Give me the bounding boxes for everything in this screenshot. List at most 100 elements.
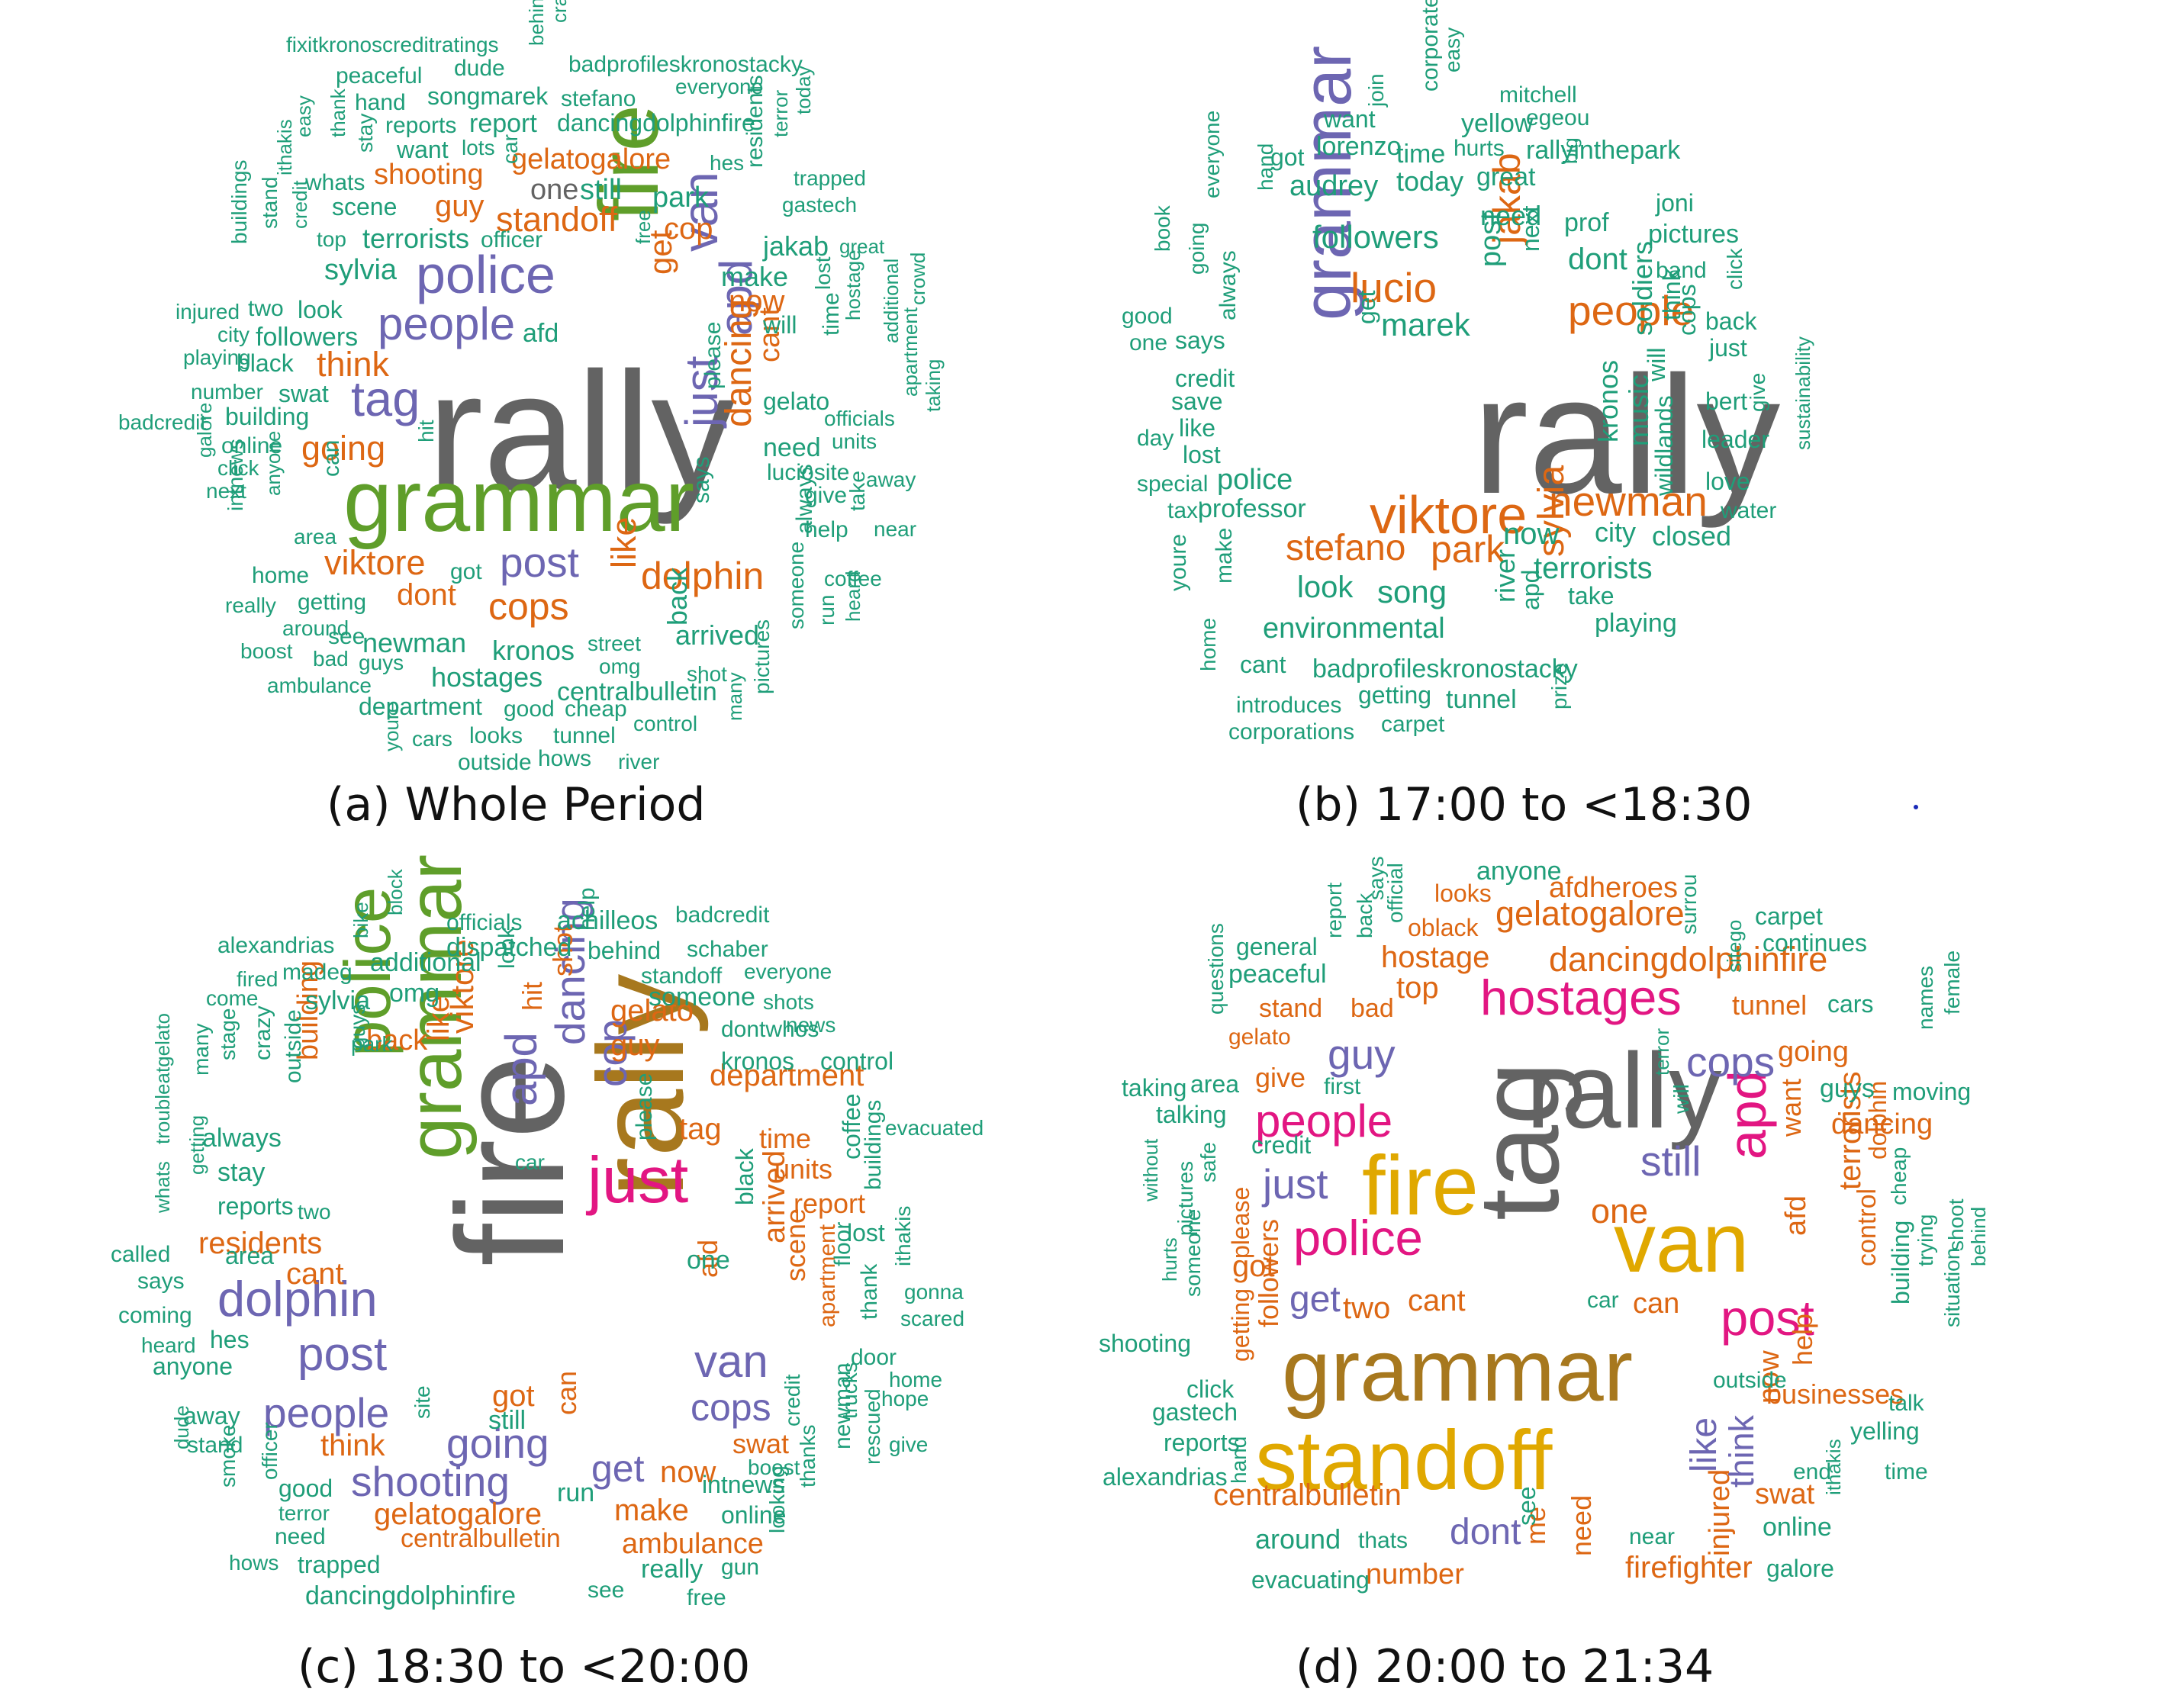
cloud-word: dancingdolphinfire: [557, 109, 755, 137]
cloud-word: newman: [362, 627, 467, 658]
cloud-word: sitego: [1723, 919, 1746, 973]
cloud-word: think: [317, 345, 390, 384]
cloud-word: two: [1343, 1291, 1391, 1325]
cloud-word: park: [1431, 528, 1505, 571]
cloud-word: joni: [1656, 189, 1694, 217]
cloud-word: people: [1255, 1095, 1393, 1147]
cloud-word: jakab: [763, 230, 829, 262]
cloud-word: got: [1270, 143, 1305, 171]
cloud-word: hope: [881, 1387, 929, 1410]
cloud-word: police: [416, 245, 555, 304]
cloud-word: standoff: [641, 963, 723, 989]
cloud-word: yellow: [1461, 109, 1534, 138]
word-cloud: rally tag grammar standoff fire van hostages pe…: [1091, 854, 2157, 1640]
cloud-word: always: [1215, 250, 1241, 320]
cloud-word: yelling: [1850, 1417, 1920, 1445]
cloud-word: back: [366, 1024, 428, 1057]
cloud-word: going: [446, 1420, 549, 1467]
cloud-word: environmental: [1263, 613, 1445, 645]
cloud-word: says: [1175, 326, 1225, 354]
cloud-word: dancing: [1831, 1108, 1933, 1140]
cloud-word: alexandrias: [1103, 1463, 1228, 1491]
cloud-word: see: [588, 1578, 625, 1603]
cloud-word: door: [851, 1345, 897, 1370]
cloud-word: taking: [922, 359, 945, 412]
cloud-word: hand: [1227, 1436, 1251, 1484]
cloud-word: number: [1366, 1558, 1464, 1591]
cloud-word: city: [217, 323, 250, 346]
cloud-word: area: [1190, 1070, 1240, 1098]
cloud-word: ithakis: [891, 1205, 915, 1266]
cloud-word: additional: [370, 948, 481, 977]
cloud-word: says: [137, 1269, 185, 1294]
cloud-word: says: [689, 456, 714, 503]
cloud-word: special: [1137, 471, 1209, 497]
cloud-word: like: [1684, 1417, 1724, 1472]
cloud-word: save: [1171, 388, 1223, 415]
cloud-word: trying: [1914, 1214, 1937, 1266]
cloud-word: galore: [1766, 1555, 1834, 1582]
cloud-word: outside: [458, 750, 532, 775]
cloud-word: anyone: [1476, 857, 1562, 886]
cloud-word: mitchell: [1499, 82, 1577, 108]
cloud-word: good: [278, 1475, 333, 1502]
cloud-word: omg: [389, 979, 440, 1008]
cloud-word: lots: [462, 136, 495, 159]
cloud-word: free: [632, 210, 655, 244]
cloud-word: luciosite: [767, 460, 850, 485]
cloud-word: easy: [1441, 27, 1464, 72]
cloud-word: safe: [1196, 1142, 1220, 1182]
cloud-word: can: [1633, 1288, 1680, 1320]
word-cloud-panel-2000-2134: rally tag grammar standoff fire van hostages pe…: [1091, 854, 2157, 1701]
cloud-word: galore: [193, 402, 216, 458]
cloud-word: viktore: [324, 543, 426, 582]
cloud-word: omg: [599, 655, 641, 678]
cloud-word: centralbulletin: [401, 1524, 561, 1553]
cloud-word: still: [488, 1406, 526, 1435]
cloud-word: going: [1185, 222, 1209, 275]
cloud-word: everyone: [744, 960, 832, 983]
cloud-word: behind: [588, 937, 662, 964]
cloud-word: next: [206, 479, 246, 503]
cloud-word: badcredit: [675, 902, 770, 928]
cloud-word: youre: [380, 701, 403, 751]
cloud-word: standoff: [496, 200, 618, 239]
cloud-word: tunnel: [1732, 989, 1808, 1021]
cloud-word: park: [652, 182, 709, 214]
cloud-word: followers: [1253, 1218, 1284, 1327]
cloud-word: called: [111, 1242, 171, 1267]
cloud-word: love: [1705, 468, 1750, 495]
cloud-word: heard: [842, 571, 864, 622]
cloud-word: two: [298, 1200, 331, 1224]
cloud-word: followers: [1312, 219, 1439, 255]
cloud-word: van: [694, 1336, 768, 1387]
cloud-word: stand: [258, 176, 282, 230]
cloud-word: next: [1517, 205, 1544, 252]
cloud-word: reports: [1164, 1429, 1240, 1456]
cloud-word: residents: [742, 75, 768, 168]
cloud-word: control: [633, 712, 698, 735]
panel-caption: (c) 18:30 to <20:00: [298, 1640, 751, 1694]
cloud-word: getting: [1358, 681, 1432, 709]
cloud-word: good: [504, 696, 555, 722]
cloud-word: make: [1212, 527, 1237, 584]
cloud-word: control: [820, 1047, 894, 1075]
cloud-word: near: [874, 517, 917, 541]
cloud-word: crazy: [250, 1005, 275, 1060]
cloud-word: behind: [1967, 1206, 1990, 1266]
cloud-word: looks: [469, 723, 523, 748]
cloud-word: ambulance: [622, 1528, 764, 1560]
cloud-word: click: [1186, 1375, 1235, 1403]
cloud-word: easy: [292, 95, 315, 137]
word-cloud: rally grammar fire police people tag post van ap…: [31, 0, 1099, 786]
cloud-word: got: [492, 1379, 535, 1413]
cloud-word: first: [1324, 1074, 1361, 1099]
cloud-word: away: [866, 468, 916, 491]
cloud-word: audrey: [1289, 170, 1379, 202]
cloud-word: cops: [1673, 284, 1701, 336]
cloud-word: number: [191, 380, 263, 404]
cloud-word: standoff: [1255, 1414, 1553, 1507]
cloud-word: going: [301, 429, 386, 468]
cloud-word: trapped: [298, 1551, 381, 1578]
cloud-word: someone: [649, 983, 755, 1012]
